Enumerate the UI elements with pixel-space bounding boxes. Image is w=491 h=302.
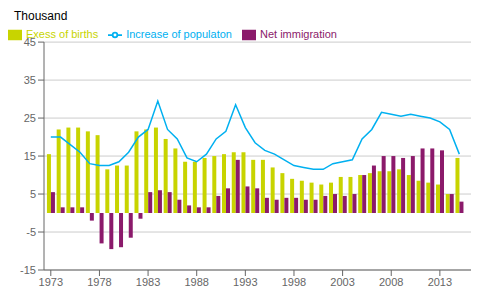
svg-text:1998: 1998 [282, 276, 306, 288]
html-text:Thousand: Thousand [14, 9, 68, 23]
svg-text:1983: 1983 [136, 276, 160, 288]
svg-text:1978: 1978 [87, 276, 111, 288]
html-text:Exess of births: Exess of births [26, 28, 99, 40]
svg-text:-15: -15 [20, 264, 36, 276]
svg-text:45: 45 [24, 36, 36, 48]
svg-text:25: 25 [24, 112, 36, 124]
svg-text:1993: 1993 [233, 276, 257, 288]
svg-text:1988: 1988 [184, 276, 208, 288]
html-text:Increase of populaton: Increase of populaton [126, 28, 232, 40]
svg-text:2008: 2008 [379, 276, 403, 288]
svg-text:35: 35 [24, 74, 36, 86]
html-text:Net immigration: Net immigration [260, 28, 337, 40]
svg-text:5: 5 [30, 188, 36, 200]
svg-text:1973: 1973 [39, 276, 63, 288]
svg-text:2013: 2013 [428, 276, 452, 288]
svg-text:15: 15 [24, 150, 36, 162]
svg-text:2003: 2003 [330, 276, 354, 288]
svg-text:-5: -5 [26, 226, 36, 238]
